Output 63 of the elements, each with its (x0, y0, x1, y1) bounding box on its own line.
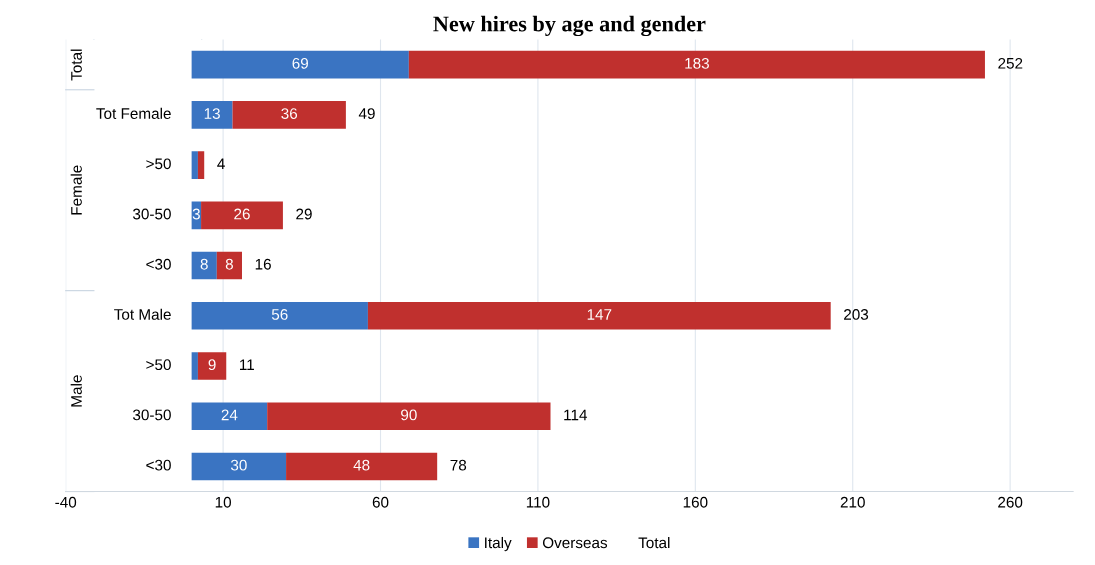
annotation: Male (70, 375, 82, 407)
y-tick-label: 30-50 (132, 208, 171, 220)
total-label: 252 (998, 57, 1023, 69)
data-label: 13 (204, 108, 220, 119)
data-label: 56 (271, 309, 288, 320)
bar (267, 402, 551, 431)
data-label: 30 (230, 459, 247, 471)
data-label: 26 (234, 208, 250, 220)
data-label: 69 (292, 57, 309, 69)
x-tick-label: 210 (840, 496, 865, 508)
y-tick-label: <30 (146, 258, 171, 270)
data-label: 90 (401, 409, 417, 421)
x-tick-label: 260 (998, 496, 1023, 508)
x-tick-label: 60 (372, 496, 389, 508)
total-label: 49 (358, 108, 375, 119)
data-label: 183 (685, 57, 709, 69)
text: Total (638, 536, 670, 549)
legend-label: Italy (485, 536, 512, 552)
total-label: 78 (450, 459, 467, 471)
bar (286, 452, 438, 481)
total-label: 114 (564, 409, 588, 421)
data-label: 3 (192, 208, 200, 220)
total-label: 29 (296, 208, 312, 220)
total-label: 11 (240, 359, 254, 370)
annotation: Total (70, 49, 82, 81)
bar (191, 352, 198, 380)
bar (191, 402, 268, 431)
y-tick-label: Tot Female (96, 107, 171, 119)
legend-label: Overseas (542, 537, 608, 549)
total-label: 16 (255, 258, 271, 270)
data-label: 147 (587, 309, 612, 320)
y-tick-label: >50 (146, 158, 171, 170)
bar (191, 251, 217, 280)
y-tick-label: 30-50 (132, 409, 171, 421)
x-tick-label: -40 (55, 496, 77, 508)
bar (191, 301, 368, 330)
bar (191, 101, 233, 129)
bar (191, 151, 198, 179)
bar (201, 201, 283, 230)
bar (197, 151, 205, 179)
total-label: 203 (844, 309, 869, 320)
bar (191, 50, 409, 79)
bar (408, 50, 985, 79)
data-label: 36 (281, 108, 298, 119)
y-tick-label: Tot Male (114, 308, 171, 320)
chart-title: New hires by age and gender (433, 15, 706, 37)
x-tick-label: 10 (215, 496, 232, 508)
bar (232, 101, 346, 129)
x-tick-label: 110 (526, 496, 550, 508)
data-label: 8 (225, 258, 233, 270)
bar (191, 452, 287, 481)
data-label: 24 (221, 409, 238, 421)
total-label: 4 (217, 158, 225, 170)
data-label: 8 (200, 258, 208, 270)
annotation: Female (70, 165, 82, 215)
y-tick-label: >50 (146, 359, 171, 371)
bar (216, 251, 242, 280)
x-tick-label: 160 (683, 496, 708, 508)
data-label: 48 (353, 459, 370, 471)
y-tick-label: <30 (146, 459, 171, 471)
bar (367, 301, 831, 330)
bar (197, 352, 227, 380)
data-label: 9 (208, 359, 216, 371)
